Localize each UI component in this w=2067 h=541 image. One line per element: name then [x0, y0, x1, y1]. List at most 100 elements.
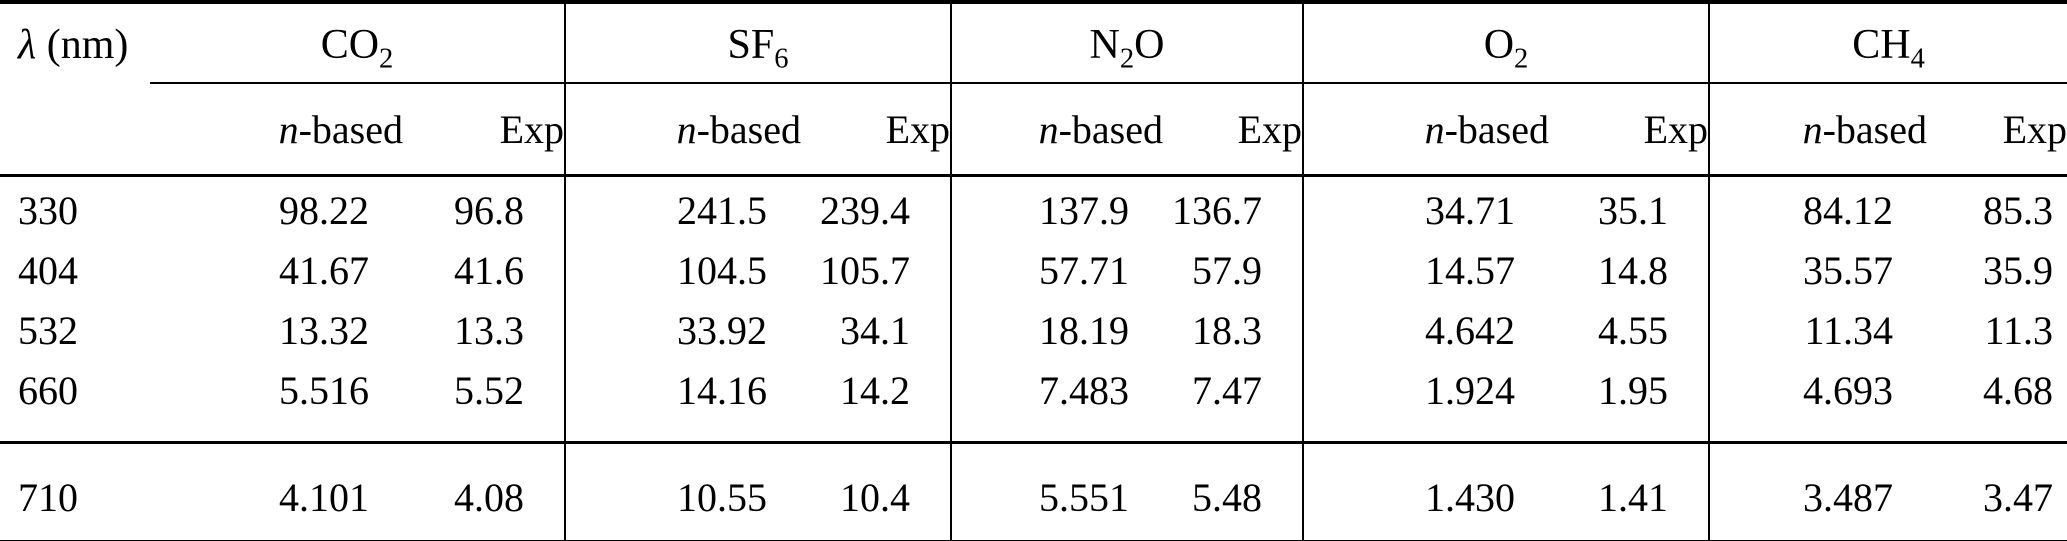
gas-header-O2: O2 — [1302, 2, 1710, 84]
cell-CO2-exp: 96.8 — [454, 188, 525, 233]
subheader-n-based-CO2: n-based — [150, 83, 403, 176]
table-row-710: 710 4.101 4.08 10.55 10.4 5.551 5.48 1.430 1.41 3… — [0, 442, 2067, 541]
cell-N2O-exp: 7.47 — [1192, 368, 1263, 413]
cell-SF6-exp: 10.4 — [840, 475, 911, 520]
cell-O2-n-based: 34.71 — [1302, 175, 1550, 241]
cell-O2-exp: 35.1 — [1598, 188, 1669, 233]
cell-N2O-n-based: 7.483 — [950, 361, 1164, 443]
n-italic-symbol: n — [1038, 107, 1059, 152]
cell-CH4-exp: 4.68 — [1983, 368, 2054, 413]
cell-CH4-exp: 35.9 — [1983, 248, 2054, 293]
gas-header-row: λ (nm) CO2 SF6 N2O O2 CH4 — [0, 2, 2067, 84]
subheader-n-based-O2: n-based — [1302, 83, 1550, 176]
cell-CH4-n-based: 3.487 — [1708, 442, 1928, 541]
cell-CH4-n-based: 4.693 — [1708, 361, 1928, 443]
cell-CO2-n-based: 4.101 — [279, 475, 369, 520]
cell-O2-n-based: 1.924 — [1302, 361, 1550, 443]
formula-text: CO — [320, 22, 380, 68]
subheader-exp-N2O: Exp — [1237, 107, 1303, 152]
cell-O2-exp: 4.55 — [1598, 308, 1669, 353]
subheader-row: n-based Exp n-based Exp n-based Exp n-based Exp… — [0, 83, 2067, 176]
wavelength-cell: 660 — [18, 368, 78, 413]
subheader-exp-CO2: Exp — [499, 107, 565, 152]
cell-SF6-exp: 105.7 — [820, 248, 911, 293]
cell-O2-n-based: 14.57 — [1302, 241, 1550, 301]
wavelength-cell: 710 — [18, 475, 78, 520]
subheader-n-based-CH4: n-based — [1708, 83, 1928, 176]
gas-header-N2O: N2O — [950, 2, 1304, 84]
cell-CH4-n-based: 35.57 — [1708, 241, 1928, 301]
cell-CO2-n-based: 41.67 — [279, 248, 369, 293]
cell-SF6-n-based: 33.92 — [564, 301, 802, 361]
table-header: λ (nm) CO2 SF6 N2O O2 CH4 n-based Exp n-based E… — [0, 2, 2067, 176]
cell-CH4-n-based: 11.34 — [1708, 301, 1928, 361]
gas-header-CH4: CH4 — [1708, 2, 2067, 84]
table-row-404: 404 41.67 41.6 104.5 105.7 57.71 57.9 14.57 14.8… — [0, 241, 2067, 301]
n-italic-symbol: n — [1802, 107, 1823, 152]
n-italic-symbol: n — [1424, 107, 1445, 152]
cell-SF6-n-based: 14.16 — [564, 361, 802, 443]
subheader-exp-CH4: Exp — [2002, 107, 2067, 152]
cell-N2O-n-based: 137.9 — [950, 175, 1164, 241]
gas-header-CO2: CO2 — [150, 2, 566, 84]
cell-CO2-n-based: 13.32 — [279, 308, 369, 353]
cell-N2O-exp: 57.9 — [1192, 248, 1263, 293]
table-footer: 710 4.101 4.08 10.55 10.4 5.551 5.48 1.430 1.41 3… — [0, 442, 2067, 541]
cell-SF6-n-based: 10.55 — [564, 442, 802, 541]
subheader-exp-SF6: Exp — [885, 107, 951, 152]
formula-subscript: 4 — [1910, 43, 1925, 75]
cell-CO2-exp: 4.08 — [454, 475, 525, 520]
cell-O2-n-based: 4.642 — [1302, 301, 1550, 361]
wavelength-unit-label: (nm) — [36, 22, 129, 68]
cell-N2O-exp: 18.3 — [1192, 308, 1263, 353]
cell-SF6-exp: 34.1 — [840, 308, 911, 353]
cell-SF6-n-based: 241.5 — [564, 175, 802, 241]
cell-CH4-n-based: 84.12 — [1708, 175, 1928, 241]
cell-CO2-exp: 41.6 — [454, 248, 525, 293]
wavelength-cell: 404 — [18, 248, 78, 293]
table-row-330: 330 98.22 96.8 241.5 239.4 137.9 136.7 34.71 35.… — [0, 175, 2067, 241]
subheader-n-based-N2O: n-based — [950, 83, 1164, 176]
formula-text: O — [1483, 22, 1515, 68]
n-italic-symbol: n — [676, 107, 697, 152]
cell-O2-n-based: 1.430 — [1302, 442, 1550, 541]
formula-text: O — [1134, 22, 1165, 68]
based-suffix-label: -based — [696, 107, 802, 152]
cell-CH4-exp: 11.3 — [1984, 308, 2054, 353]
cell-SF6-exp: 239.4 — [820, 188, 911, 233]
cell-CH4-exp: 85.3 — [1983, 188, 2054, 233]
lambda-symbol: λ — [18, 22, 37, 68]
wavelength-cell: 330 — [18, 188, 78, 233]
cell-CH4-exp: 3.47 — [1983, 475, 2054, 520]
based-suffix-label: -based — [1058, 107, 1164, 152]
formula-subscript: 2 — [379, 43, 394, 75]
cell-CO2-exp: 13.3 — [454, 308, 525, 353]
formula-subscript: 2 — [1514, 43, 1529, 75]
gas-header-SF6: SF6 — [564, 2, 952, 84]
wavelength-header: λ (nm) — [0, 2, 150, 176]
subheader-exp-O2: Exp — [1643, 107, 1709, 152]
n-italic-symbol: n — [278, 107, 299, 152]
wavelength-cell: 532 — [18, 308, 78, 353]
cell-N2O-n-based: 5.551 — [950, 442, 1164, 541]
subheader-n-based-SF6: n-based — [564, 83, 802, 176]
formula-text: N — [1089, 22, 1120, 68]
cell-N2O-n-based: 57.71 — [950, 241, 1164, 301]
cell-SF6-exp: 14.2 — [840, 368, 911, 413]
cell-N2O-exp: 136.7 — [1172, 188, 1263, 233]
cell-N2O-exp: 5.48 — [1192, 475, 1263, 520]
cell-SF6-n-based: 104.5 — [564, 241, 802, 301]
formula-text: SF — [727, 22, 775, 68]
cell-O2-exp: 1.95 — [1598, 368, 1669, 413]
formula-subscript: 6 — [774, 43, 789, 75]
cell-N2O-n-based: 18.19 — [950, 301, 1164, 361]
formula-subscript: 2 — [1119, 43, 1135, 75]
based-suffix-label: -based — [1822, 107, 1928, 152]
cell-O2-exp: 1.41 — [1598, 475, 1669, 520]
cell-CO2-n-based: 5.516 — [279, 368, 369, 413]
cell-O2-exp: 14.8 — [1598, 248, 1669, 293]
cell-CO2-exp: 5.52 — [454, 368, 525, 413]
formula-text: CH — [1852, 22, 1911, 68]
cell-CO2-n-based: 98.22 — [279, 188, 369, 233]
